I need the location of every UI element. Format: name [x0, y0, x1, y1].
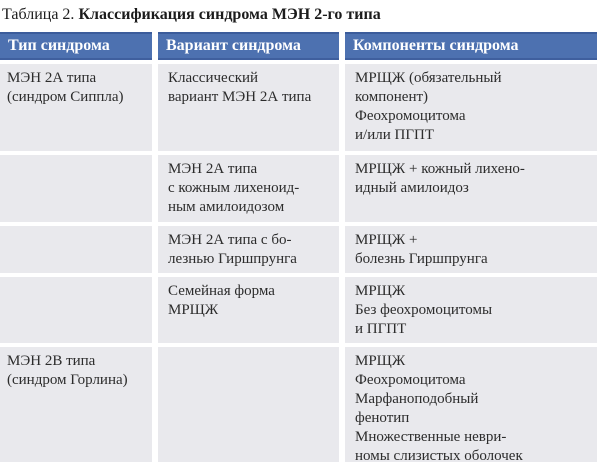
table-caption: Таблица 2. Классификация синдрома МЭН 2-… — [2, 5, 600, 25]
table-cell-variant — [158, 347, 339, 462]
classification-table: Тип синдрома Вариант синдрома Компоненты… — [0, 32, 597, 462]
table-cell-type: МЭН 2А типа (синдром Сиппла) — [0, 64, 152, 151]
table-caption-title: Классификация синдрома МЭН 2-го типа — [78, 6, 381, 23]
table-cell-type — [0, 155, 152, 222]
column-header-syndrome-components: Компоненты синдрома — [345, 32, 597, 60]
table-cell-variant: Семейная форма МРЩЖ — [158, 277, 339, 343]
table-caption-number: Таблица 2. — [2, 6, 79, 23]
table-cell-variant: Классический вариант МЭН 2А типа — [158, 64, 339, 151]
table-cell-variant: МЭН 2А типа с бо- лезнью Гиршпрунга — [158, 226, 339, 273]
table-cell-components: МРЩЖ (обязательный компонент) Феохромоци… — [345, 64, 597, 151]
table-cell-variant: МЭН 2А типа с кожным лихеноид- ным амило… — [158, 155, 339, 222]
table-cell-components: МРЩЖ Без феохромоцитомы и ПГПТ — [345, 277, 597, 343]
column-header-syndrome-type: Тип синдрома — [0, 32, 152, 60]
table-cell-type: МЭН 2В типа (синдром Горлина) — [0, 347, 152, 462]
table-cell-type — [0, 277, 152, 343]
table-cell-components: МРЩЖ + кожный лихено- идный амилоидоз — [345, 155, 597, 222]
column-header-syndrome-variant: Вариант синдрома — [158, 32, 339, 60]
table-cell-components: МРЩЖ + болезнь Гиршпрунга — [345, 226, 597, 273]
table-cell-components: МРЩЖ Феохромоцитома Марфаноподобный фено… — [345, 347, 597, 462]
table-cell-type — [0, 226, 152, 273]
